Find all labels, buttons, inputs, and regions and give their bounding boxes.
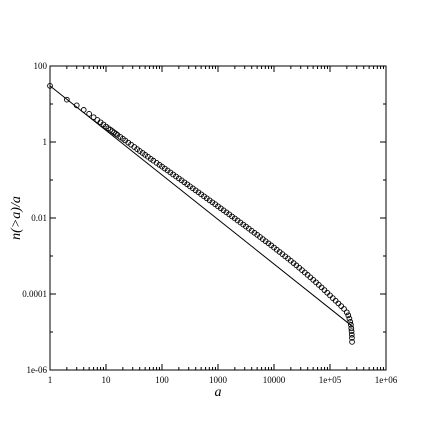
data-point: [327, 292, 333, 299]
x-tick-labels: 1 10 100 1000 10000 1e+05 1e+06: [48, 375, 398, 385]
data-point: [73, 102, 80, 109]
x-tick-label: 1e+06: [375, 375, 398, 385]
data-point: [348, 328, 355, 335]
data-point: [345, 312, 352, 319]
axis-ticks: [49, 65, 387, 371]
data-point: [348, 325, 355, 332]
data-point: [338, 303, 345, 309]
data-point: [348, 331, 355, 338]
data-points-series: [47, 83, 355, 345]
data-point: [332, 297, 339, 304]
y-tick-labels: 100 1 0.01 0.0001 1e-06: [22, 61, 47, 375]
y-tick-label: 1e-06: [27, 365, 48, 375]
data-point: [321, 287, 328, 293]
x-tick-label: 10: [102, 375, 112, 385]
data-point: [335, 300, 342, 307]
y-tick-label: 0.01: [31, 213, 47, 223]
x-tick-label: 1e+05: [319, 375, 342, 385]
data-point: [349, 335, 355, 341]
data-point: [80, 107, 87, 113]
data-point: [86, 111, 92, 117]
data-point: [324, 289, 331, 296]
plot-frame: [49, 65, 387, 371]
data-point: [347, 319, 354, 325]
x-tick-label: 100: [155, 375, 169, 385]
y-tick-label: 1: [43, 137, 48, 147]
data-point: [329, 295, 336, 301]
data-point: [343, 309, 350, 316]
y-tick-label: 0.0001: [22, 289, 47, 299]
data-point: [349, 339, 355, 345]
data-point: [113, 130, 119, 137]
x-tick-label: 1000: [209, 375, 228, 385]
y-tick-label: 100: [34, 61, 48, 71]
x-tick-label: 10000: [263, 375, 286, 385]
x-tick-label: 1: [48, 375, 53, 385]
y-axis-title: n(>a)/a: [9, 196, 24, 240]
data-point: [341, 306, 347, 312]
fit-line-series: [49, 85, 354, 328]
data-point: [47, 83, 53, 89]
x-axis-title: a: [215, 385, 222, 400]
data-point: [64, 96, 70, 103]
fit-line: [49, 85, 354, 328]
data-point: [90, 114, 97, 121]
data-point: [346, 315, 353, 322]
data-point: [348, 321, 354, 328]
